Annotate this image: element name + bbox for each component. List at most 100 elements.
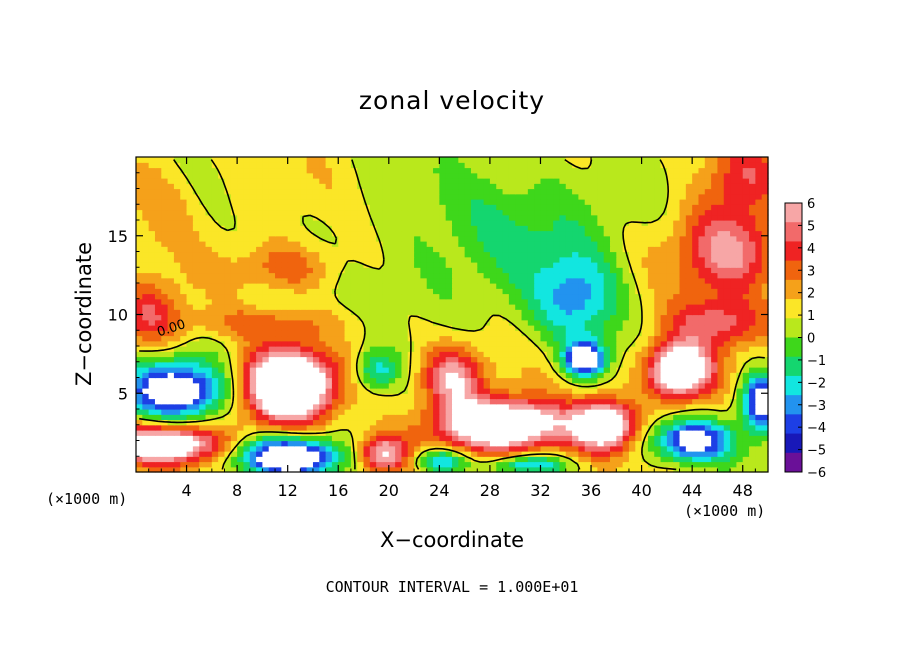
heatmap-cell [249, 319, 257, 326]
heatmap-cell [534, 325, 542, 331]
heatmap-cell [414, 424, 421, 431]
heatmap-cell [199, 288, 207, 295]
heatmap-cell [433, 251, 440, 258]
heatmap-cell [142, 298, 150, 305]
heatmap-cell [300, 398, 308, 405]
heatmap-cell [698, 251, 706, 258]
heatmap-cell [306, 456, 314, 463]
heatmap-cell [445, 325, 453, 331]
heatmap-cell [420, 466, 428, 473]
heatmap-cell [553, 388, 561, 394]
heatmap-cell [647, 241, 655, 247]
heatmap-cell [616, 372, 624, 379]
heatmap-cell [559, 451, 567, 457]
heatmap-cell [167, 435, 175, 442]
heatmap-cell [426, 398, 434, 405]
heatmap-cell [439, 283, 447, 289]
heatmap-cell [173, 277, 181, 284]
heatmap-cell [306, 214, 314, 221]
heatmap-cell [376, 377, 384, 384]
heatmap-cell [692, 309, 700, 316]
heatmap-cell [331, 304, 339, 310]
heatmap-cell [300, 214, 308, 221]
heatmap-cell [508, 403, 516, 410]
heatmap-cell [723, 351, 731, 358]
heatmap-cell [464, 325, 472, 331]
heatmap-cell [679, 246, 687, 253]
heatmap-cell [666, 346, 674, 352]
heatmap-cell [218, 346, 226, 352]
heatmap-cell [641, 367, 649, 373]
heatmap-cell [161, 298, 169, 305]
heatmap-cell [572, 435, 579, 442]
heatmap-cell [243, 419, 251, 426]
heatmap-cell [369, 393, 377, 400]
heatmap-cell [426, 456, 434, 463]
heatmap-cell [635, 277, 643, 284]
heatmap-cell [300, 293, 308, 300]
heatmap-cell [420, 461, 428, 468]
heatmap-cell [521, 262, 529, 268]
heatmap-cell [325, 424, 333, 431]
heatmap-cell [755, 256, 763, 263]
heatmap-cell [325, 456, 333, 463]
heatmap-cell [597, 361, 605, 368]
heatmap-cell [666, 393, 674, 400]
heatmap-cell [180, 409, 188, 415]
heatmap-cell [154, 361, 162, 368]
heatmap-cell [401, 272, 409, 279]
heatmap-cell [711, 309, 719, 316]
heatmap-cell [148, 372, 156, 379]
heatmap-cell [300, 466, 308, 473]
heatmap-cell [572, 304, 579, 310]
heatmap-cell [154, 272, 162, 279]
heatmap-cell [388, 251, 396, 258]
heatmap-cell [559, 388, 567, 394]
heatmap-cell [357, 461, 365, 468]
heatmap-cell [338, 445, 346, 452]
heatmap-cell [433, 356, 440, 363]
heatmap-cell [338, 435, 346, 442]
heatmap-cell [578, 372, 586, 379]
heatmap-cell [420, 251, 428, 258]
heatmap-cell [483, 262, 491, 268]
heatmap-cell [401, 256, 409, 263]
heatmap-cell [496, 361, 504, 368]
heatmap-cell [420, 241, 428, 247]
heatmap-cell [603, 440, 611, 447]
heatmap-cell [199, 414, 207, 421]
heatmap-cell [445, 367, 453, 373]
heatmap-cell [376, 293, 384, 300]
heatmap-cell [483, 414, 491, 421]
heatmap-cell [755, 461, 763, 468]
heatmap-cell [723, 288, 731, 295]
heatmap-cell [553, 293, 561, 300]
heatmap-cell [186, 356, 194, 363]
heatmap-cell [742, 209, 750, 216]
heatmap-cell [382, 445, 390, 452]
heatmap-cell [591, 445, 598, 452]
heatmap-cell [205, 220, 213, 226]
heatmap-cell [679, 445, 687, 452]
heatmap-cell [692, 293, 700, 300]
heatmap-cell [382, 440, 390, 447]
heatmap-cell [205, 325, 213, 331]
heatmap-cell [540, 309, 548, 316]
heatmap-cell [508, 298, 516, 305]
heatmap-cell [142, 267, 150, 274]
heatmap-cell [312, 409, 320, 415]
heatmap-cell [161, 445, 169, 452]
heatmap-cell [433, 293, 440, 300]
heatmap-cell [723, 314, 731, 321]
heatmap-cell [654, 382, 662, 389]
heatmap-cell [464, 461, 472, 468]
heatmap-cell [749, 430, 756, 436]
heatmap-cell [540, 319, 548, 326]
heatmap-cell [439, 424, 447, 431]
heatmap-cell [439, 214, 447, 221]
heatmap-cell [407, 272, 415, 279]
heatmap-cell [173, 314, 181, 321]
heatmap-cell [597, 409, 605, 415]
heatmap-cell [477, 319, 485, 326]
heatmap-cell [452, 388, 459, 394]
